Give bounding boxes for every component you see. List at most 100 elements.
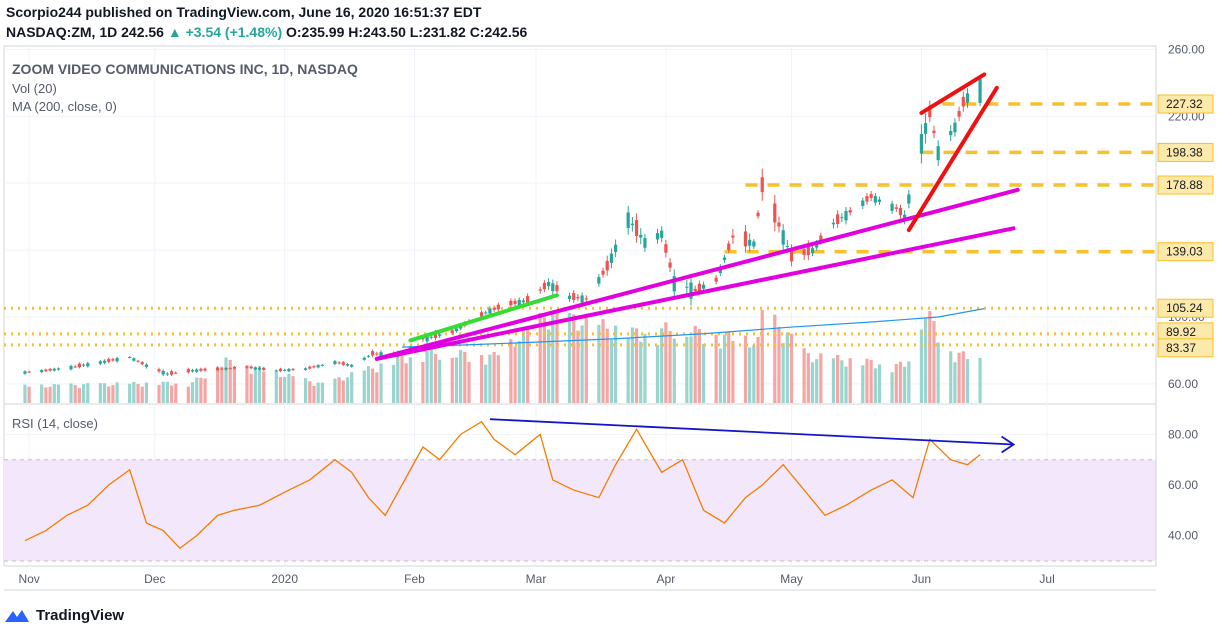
volume-bar <box>819 353 823 403</box>
symbol: NASDAQ:ZM, 1D <box>6 24 118 40</box>
candle-body <box>362 357 366 360</box>
candle-body <box>195 369 199 372</box>
volume-bar <box>107 386 111 403</box>
candle-body <box>304 368 308 370</box>
candle-body <box>98 361 102 364</box>
volume-bar <box>115 382 119 403</box>
price-badge <box>1157 94 1214 114</box>
candle-body <box>278 368 283 372</box>
ohlc-close: C:242.56 <box>469 24 528 40</box>
main-pane[interactable] <box>3 45 1157 405</box>
volume-bar <box>626 338 630 403</box>
volume-bar <box>371 368 375 403</box>
candle-body <box>433 332 438 339</box>
volume-bar <box>132 381 136 403</box>
volume-bar <box>919 329 924 403</box>
rsi-tick-label: 60.00 <box>1168 478 1198 492</box>
volume-bar <box>140 386 144 403</box>
volume-bar <box>308 381 312 403</box>
price-badge <box>1157 175 1214 195</box>
volume-bar <box>366 366 371 403</box>
volume-bar <box>718 348 722 403</box>
date-tick-label: Mar <box>526 572 547 586</box>
rsi-series <box>4 418 1156 562</box>
candle-body <box>169 371 174 375</box>
volume-bar <box>157 385 161 403</box>
candle-body <box>614 244 618 252</box>
volume-bar <box>605 328 609 403</box>
volume-bar <box>98 383 102 403</box>
volume-bar <box>668 330 672 403</box>
trendlines <box>374 72 1020 361</box>
volume-bar <box>521 327 526 403</box>
volume-bar <box>689 336 693 403</box>
candle-body <box>978 78 982 103</box>
volume-bar <box>44 387 48 403</box>
volume-bar <box>630 327 634 403</box>
candle-body <box>253 367 257 370</box>
volume-bar <box>538 312 542 403</box>
candle-body <box>572 293 576 300</box>
candle-body <box>371 351 375 356</box>
candle-body <box>190 370 195 372</box>
candle-body <box>781 230 785 245</box>
candle-body <box>551 283 555 291</box>
footer: TradingView <box>4 604 124 626</box>
candle-body <box>144 364 149 367</box>
volume-bar <box>731 340 735 403</box>
candle-body <box>287 368 291 372</box>
divergence-arrowhead <box>1001 435 1016 454</box>
candle-body <box>836 214 840 225</box>
candle-body <box>73 366 77 368</box>
volume-bar <box>693 325 697 403</box>
red-trendline <box>906 85 999 233</box>
volume-bar <box>877 364 882 403</box>
candle-body <box>316 365 320 368</box>
volume-bar <box>861 365 865 403</box>
volume-bar <box>701 343 706 403</box>
candle-body <box>601 270 605 275</box>
candle-body <box>802 249 806 255</box>
price-badge-label: 89.92 <box>1166 325 1196 339</box>
magenta-trendline <box>374 187 1020 361</box>
volume-bar <box>320 382 324 403</box>
volume-bar <box>262 371 266 403</box>
candle-body <box>249 366 253 369</box>
volume-bar <box>463 351 467 403</box>
price-badge <box>1157 242 1214 262</box>
publisher-line: Scorpio244 published on TradingView.com,… <box>6 4 482 20</box>
rsi-line <box>24 420 981 550</box>
volume-bar <box>27 386 31 403</box>
volume-bar <box>643 333 647 403</box>
candle-body <box>928 105 932 118</box>
moving-average <box>401 308 985 348</box>
volume-bar <box>454 357 459 403</box>
volume-bar <box>580 325 584 403</box>
divergence-line <box>489 418 1014 446</box>
candle-body <box>697 283 701 291</box>
green-trendline <box>408 293 559 343</box>
candle-body <box>664 244 668 253</box>
price-change: +3.54 (+1.48%) <box>185 24 283 40</box>
volume-bar <box>400 355 404 403</box>
volume-bar <box>965 359 970 403</box>
price-tick-label: 60.00 <box>1168 377 1198 391</box>
volume-bar <box>567 312 572 403</box>
volume-bar <box>40 384 44 403</box>
volume-bar <box>278 377 283 403</box>
chart-header: Scorpio244 published on TradingView.com,… <box>6 4 1206 44</box>
candle-body <box>773 203 777 223</box>
volume-bar <box>584 315 588 403</box>
volume-bar <box>597 324 601 403</box>
volume-bar <box>685 336 689 403</box>
volume-legend: Vol (20) <box>12 81 57 96</box>
candle-body <box>492 307 496 310</box>
ohlc-high: H:243.50 <box>348 24 406 40</box>
candle-body <box>924 123 928 134</box>
candle-body <box>228 368 232 370</box>
volume-bar <box>111 385 115 403</box>
candle-body <box>668 262 672 268</box>
date-tick-label: Jun <box>912 572 931 586</box>
volume-bar <box>48 386 52 403</box>
